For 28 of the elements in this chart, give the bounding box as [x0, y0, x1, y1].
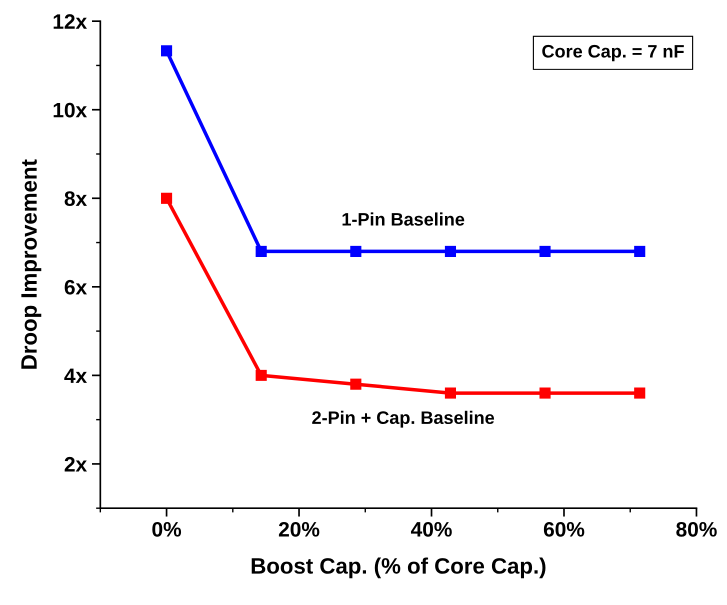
point [444, 246, 456, 257]
y-tick-label: 12x [54, 14, 87, 29]
x-tick-label: 40% [410, 522, 452, 537]
point [444, 388, 456, 399]
point [634, 246, 646, 257]
series-label: 1-Pin Baseline [342, 212, 464, 226]
point [350, 246, 362, 257]
x-tick-label: 80% [676, 522, 717, 537]
y-tick-label: 10x [54, 102, 87, 118]
point [256, 246, 267, 257]
point [161, 192, 172, 204]
x-tick-label: 20% [278, 522, 320, 537]
point [350, 378, 362, 390]
point [539, 388, 551, 399]
series-label: 2-Pin + Cap. Baseline [312, 410, 494, 428]
y-tick-label: 8x [64, 191, 87, 206]
x-tick-label: 60% [544, 522, 584, 537]
point [256, 370, 267, 381]
x-tick-label: 0% [152, 522, 182, 537]
y-tick-label: 6x [64, 280, 87, 295]
point [539, 246, 551, 257]
x-axis-title: Boost Cap. (% of Core Cap.) [252, 557, 546, 578]
point [634, 388, 646, 399]
point [161, 45, 172, 56]
y-tick-label: 2x [64, 456, 87, 472]
annotation: Core Cap. = 7 nF [542, 44, 684, 62]
y-axis-title: Droop Improvement [21, 159, 42, 369]
y-tick-label: 4x [64, 368, 87, 383]
